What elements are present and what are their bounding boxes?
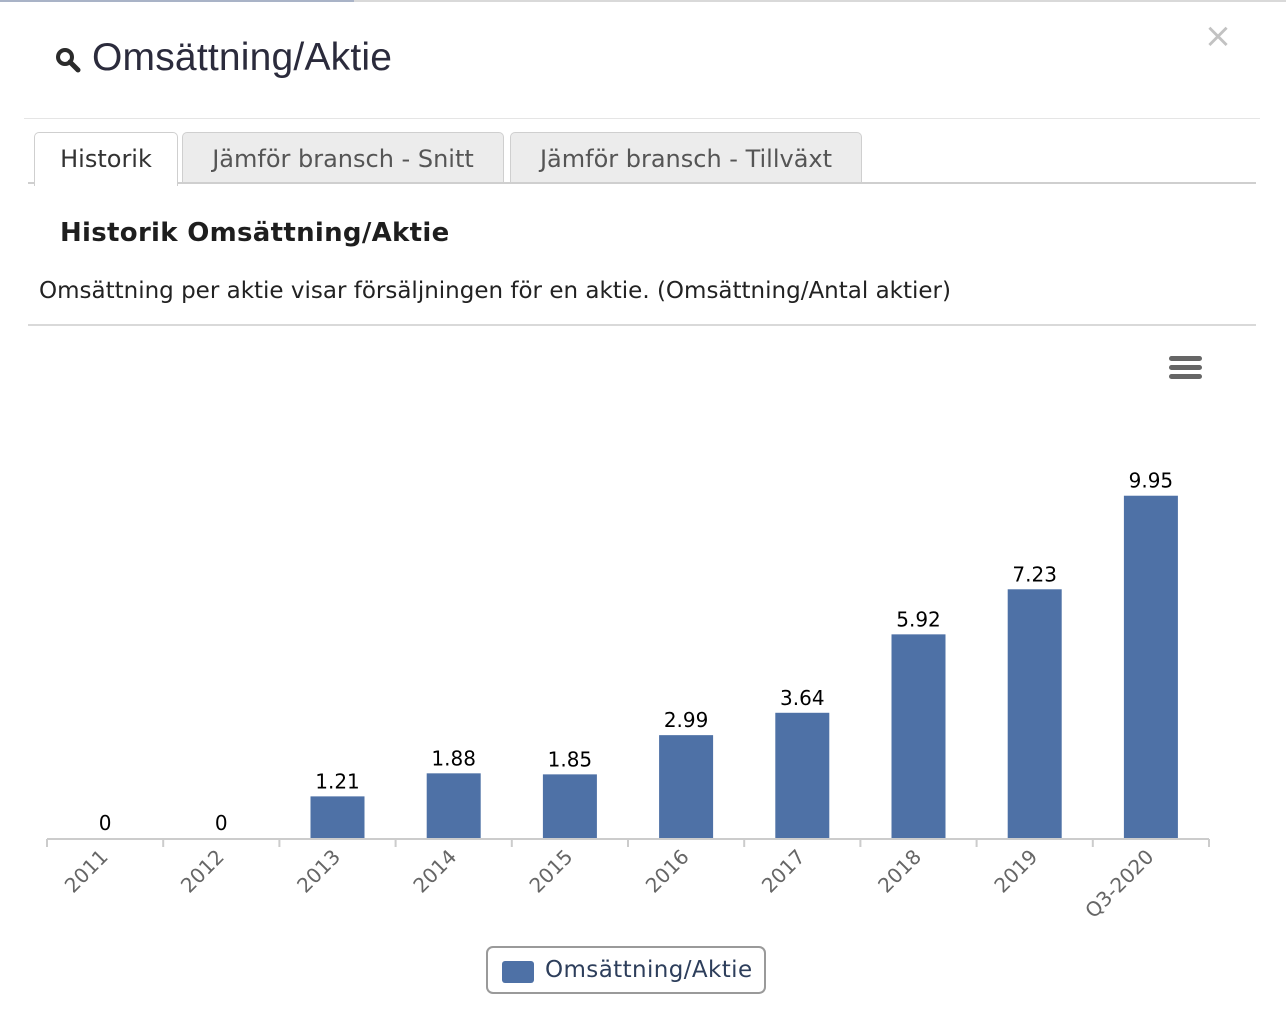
menu-icon-line-middle	[1169, 365, 1202, 370]
modal-header: Omsättning/Aktie ×	[0, 0, 1286, 120]
menu-icon-line-bottom	[1169, 374, 1202, 379]
data-label-2013: 1.21	[315, 769, 360, 793]
legend-swatch	[502, 961, 534, 983]
data-label-2017: 3.64	[780, 686, 825, 710]
tick-label-Q3-2020: Q3-2020	[1080, 845, 1158, 923]
header-divider	[24, 118, 1260, 119]
data-label-2015: 1.85	[548, 747, 593, 771]
bar-2013	[310, 796, 365, 838]
bar-2017	[775, 712, 830, 838]
menu-icon-line-top	[1169, 356, 1202, 361]
bar-2019	[1007, 589, 1062, 838]
bar-Q3-2020	[1123, 495, 1178, 838]
search-icon	[56, 48, 81, 73]
top-border-accent	[0, 0, 354, 2]
tick-label-2013: 2013	[292, 845, 345, 898]
data-label-2016: 2.99	[664, 708, 709, 732]
tick-label-2016: 2016	[641, 845, 694, 898]
modal-title: Omsättning/Aktie	[92, 36, 393, 79]
data-label-2019: 7.23	[1012, 562, 1057, 586]
data-label-2014: 1.88	[431, 746, 476, 770]
tick-label-2015: 2015	[524, 845, 577, 898]
section-divider	[28, 324, 1256, 326]
tab-jamfor-bransch-tillvaxt[interactable]: Jämför bransch - Tillväxt	[510, 132, 862, 182]
tab-historik[interactable]: Historik	[34, 132, 178, 186]
bar-2016	[659, 735, 714, 838]
tick-label-2017: 2017	[757, 845, 810, 898]
section-title: Historik Omsättning/Aktie	[60, 218, 450, 248]
tab-jamfor-bransch-snitt[interactable]: Jämför bransch - Snitt	[182, 132, 504, 182]
data-label-2012: 0	[215, 811, 228, 835]
bar-2018	[891, 634, 946, 838]
tick-label-2019: 2019	[989, 845, 1042, 898]
top-border	[0, 0, 1286, 2]
data-label-Q3-2020: 9.95	[1129, 469, 1174, 493]
tick-label-2011: 2011	[60, 845, 113, 898]
tab-bar-line	[28, 182, 1256, 184]
bar-2015	[542, 774, 597, 838]
tick-label-2012: 2012	[176, 845, 229, 898]
bar-2014	[426, 773, 481, 838]
tick-label-2018: 2018	[873, 845, 926, 898]
bar-chart: 0 2011 0 2012 1.21 2013 1.88 2014 1.85 2015 2.99 20…	[46, 469, 1210, 923]
tick-label-2014: 2014	[408, 845, 461, 898]
chart-menu-button[interactable]	[1166, 354, 1204, 384]
section-description: Omsättning per aktie visar försäljningen…	[39, 278, 951, 304]
data-label-2011: 0	[99, 811, 112, 835]
close-button[interactable]: ×	[1203, 16, 1233, 56]
tab-bar: Historik Jämför bransch - Snitt Jämför b…	[28, 130, 1256, 186]
legend-label: Omsättning/Aktie	[545, 957, 753, 983]
chart-legend[interactable]: Omsättning/Aktie	[486, 946, 766, 994]
data-label-2018: 5.92	[896, 607, 941, 631]
